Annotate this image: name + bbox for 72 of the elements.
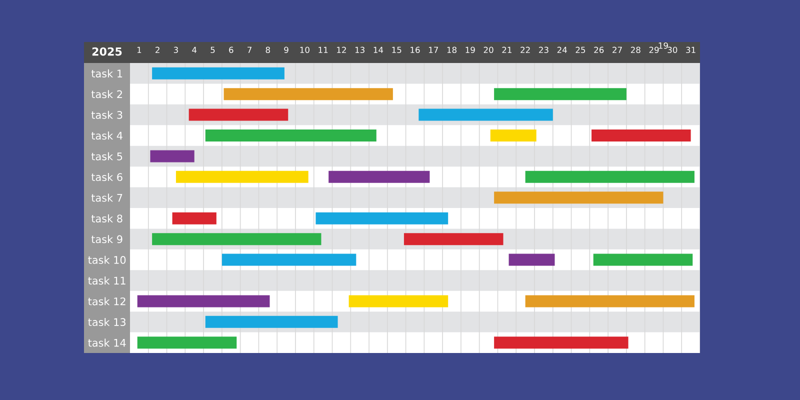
x-tick-label: 2 xyxy=(156,46,160,53)
x-tick-label: 27 xyxy=(612,46,622,53)
bar xyxy=(316,212,448,224)
bar xyxy=(176,170,308,183)
y-tick-label: task 13 xyxy=(88,318,126,326)
bar xyxy=(494,192,664,204)
bar xyxy=(205,129,376,142)
x-tick-label: 14 xyxy=(374,46,384,53)
x-tick-label: 31 xyxy=(686,46,696,54)
x-tick-label: 3 xyxy=(174,46,178,54)
x-tick-label: 10 xyxy=(300,46,310,54)
bar xyxy=(593,254,693,266)
bar xyxy=(137,295,270,308)
y-tick-label: task 4 xyxy=(91,132,122,140)
x-tick-label: 12 xyxy=(337,46,346,53)
x-tick-label: 29 xyxy=(649,46,659,54)
bar xyxy=(205,316,338,328)
x-tick-label: 15 xyxy=(392,46,402,54)
bar xyxy=(494,88,626,100)
x-tick-label: 19 xyxy=(466,46,475,54)
bar xyxy=(525,295,694,308)
bar xyxy=(188,108,288,121)
x-tick-label: 9 xyxy=(284,46,288,54)
bar xyxy=(418,108,553,121)
x-tick-label: 4 xyxy=(192,46,197,53)
bar xyxy=(328,170,430,183)
x-tick-label: 5 xyxy=(210,46,215,54)
x-tick-label: 23 xyxy=(539,46,548,54)
y-tick-label: task 8 xyxy=(91,214,122,222)
bar xyxy=(490,129,536,142)
y-tick-label: task 5 xyxy=(91,152,122,160)
y-tick-label: task 10 xyxy=(88,256,126,264)
bar xyxy=(222,254,356,266)
y-tick-label: task 7 xyxy=(91,194,122,202)
x-tick-label: 24 xyxy=(557,46,567,53)
x-tick-label: 28 xyxy=(630,46,640,54)
x-tick-label: 8 xyxy=(266,46,270,54)
x-tick-label: 11 xyxy=(318,46,328,53)
bar xyxy=(224,88,393,100)
bar xyxy=(152,67,284,80)
bar xyxy=(508,254,555,266)
y-tick-label: task 6 xyxy=(91,172,122,182)
x-tick-label: 20 xyxy=(484,46,494,54)
x-tick-label: 16 xyxy=(410,46,420,54)
x-tick-label: 22 xyxy=(520,46,530,53)
bar xyxy=(525,170,694,183)
x-tick-label: 1 xyxy=(137,46,142,53)
x-tick-label: 17 xyxy=(429,46,438,53)
bar xyxy=(172,212,216,224)
bar xyxy=(404,233,504,246)
text: 2025 xyxy=(92,47,122,56)
x-tick-label: 25 xyxy=(576,46,586,54)
x-tick-label: 7 xyxy=(248,46,252,53)
y-tick-label: task 14 xyxy=(88,338,126,347)
x-tick-label: 18 xyxy=(447,46,457,54)
x-tick-label: 21 xyxy=(502,46,512,53)
y-tick-label: task 9 xyxy=(91,235,122,244)
bar xyxy=(152,233,322,246)
x-tick-label: 26 xyxy=(594,46,604,54)
bar xyxy=(137,336,237,349)
y-tick-label: task 3 xyxy=(91,110,122,119)
bar xyxy=(592,129,691,142)
bar xyxy=(348,295,448,308)
y-tick-label: task 11 xyxy=(88,276,126,285)
y-tick-label: task 2 xyxy=(91,90,122,98)
bar xyxy=(150,150,194,162)
y-tick-label: task 1 xyxy=(91,69,122,78)
x-tick-label: 6 xyxy=(229,46,234,54)
x-tick-label: 13 xyxy=(355,46,364,54)
bar xyxy=(494,336,628,349)
y-tick-label: task 12 xyxy=(88,297,126,306)
x-tick-label: 30 xyxy=(668,46,678,54)
